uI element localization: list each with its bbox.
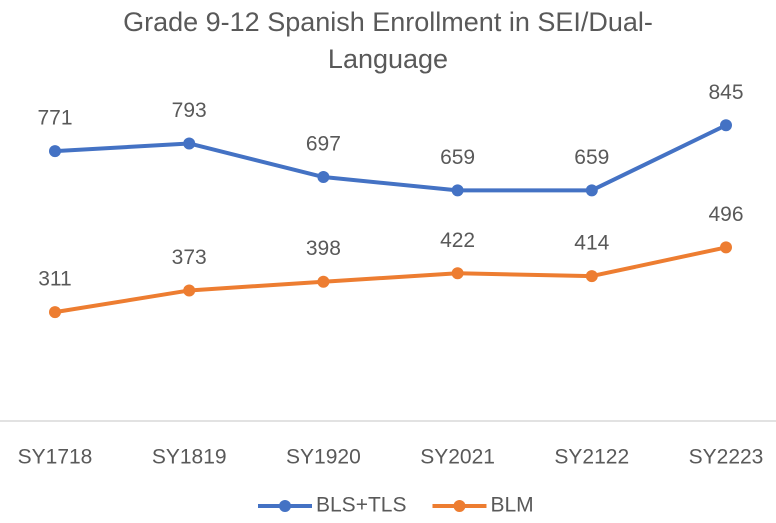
point <box>183 284 196 297</box>
data-label: 771 <box>37 107 72 130</box>
x-tick-label: SY1819 <box>152 446 227 469</box>
data-label: 311 <box>38 268 71 291</box>
chart-title: Grade 9-12 Spanish Enrollment in SEI/Dua… <box>123 7 653 74</box>
legend-label: BLM <box>490 494 533 517</box>
x-tick-label: SY1718 <box>18 446 93 469</box>
point <box>720 241 732 254</box>
legend-marker <box>453 500 466 512</box>
data-label: 793 <box>172 99 207 122</box>
point <box>585 184 598 197</box>
series-line <box>54 123 727 193</box>
data-label: 659 <box>440 146 475 169</box>
point <box>49 306 61 319</box>
series-line <box>54 245 727 315</box>
x-tick-label: SY2223 <box>689 446 764 469</box>
data-label: 422 <box>440 229 475 252</box>
data-label: 697 <box>306 133 341 156</box>
data-label: 845 <box>708 81 743 104</box>
legend-label: BLS+TLS <box>316 494 406 517</box>
point <box>183 137 196 150</box>
point <box>451 184 464 197</box>
point <box>585 270 598 283</box>
x-tick-label: SY1920 <box>286 446 361 469</box>
data-label: 659 <box>574 146 609 169</box>
point <box>451 267 464 280</box>
x-tick-label: SY2122 <box>554 446 629 469</box>
point <box>720 119 732 132</box>
data-label: 373 <box>172 246 207 269</box>
legend-marker <box>279 500 291 512</box>
x-tick-label: SY2021 <box>420 446 495 469</box>
data-label: 398 <box>306 237 341 260</box>
point <box>317 171 330 184</box>
point <box>49 145 61 158</box>
data-label: 496 <box>708 203 743 226</box>
data-label: 414 <box>574 232 609 255</box>
point <box>317 275 330 288</box>
